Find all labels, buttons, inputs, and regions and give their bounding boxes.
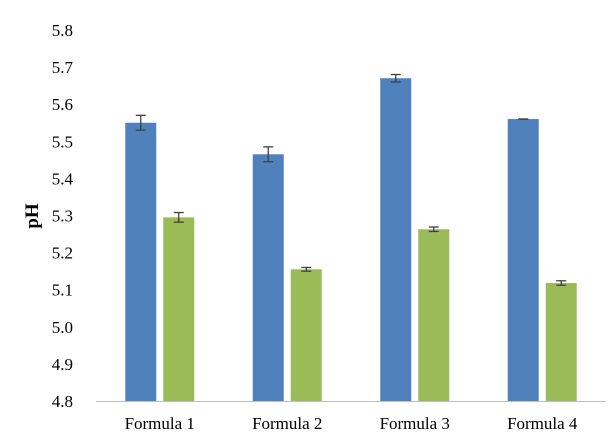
error-bar [263,146,274,163]
bar-series1-formula-3 [380,78,412,401]
y-tick-label: 5.7 [52,58,74,77]
y-tick-label: 5.6 [52,95,73,114]
y-axis-ticks: 4.8 4.9 5.0 5.1 5.2 5.3 5.4 5.5 5.6 5.7 5.8 [52,21,74,411]
y-tick-label: 5.3 [52,207,73,226]
x-tick-label: Formula 1 [125,414,195,433]
bar-series2-formula-3 [418,229,450,401]
bar-series2-formula-2 [290,269,322,401]
x-tick-label: Formula 4 [507,414,578,433]
y-axis-title: pH [22,203,43,229]
bar-series1-formula-4 [507,119,539,401]
x-axis-ticks: Formula 1 Formula 2 Formula 3 Formula 4 [125,414,578,433]
y-tick-label: 5.2 [52,244,73,263]
error-bar [556,280,567,286]
y-tick-label: 5.4 [52,169,74,188]
bars [125,78,577,401]
error-bar [173,211,184,223]
y-tick-label: 4.9 [52,355,73,374]
bar-series1-formula-2 [252,154,284,401]
y-tick-label: 5.1 [52,281,73,300]
y-tick-label: 5.8 [52,21,73,40]
y-tick-label: 5.0 [52,318,73,337]
bar-series2-formula-4 [545,283,577,401]
y-tick-label: 5.5 [52,132,73,151]
error-bars [135,73,567,286]
x-tick-label: Formula 2 [252,414,322,433]
error-bar [135,114,146,131]
y-tick-label: 4.8 [52,392,73,411]
error-bar [301,266,312,272]
bar-series1-formula-1 [125,122,157,401]
error-bar [390,73,401,83]
x-tick-label: Formula 3 [380,414,450,433]
bar-series2-formula-1 [163,217,195,401]
error-bar [428,226,439,233]
